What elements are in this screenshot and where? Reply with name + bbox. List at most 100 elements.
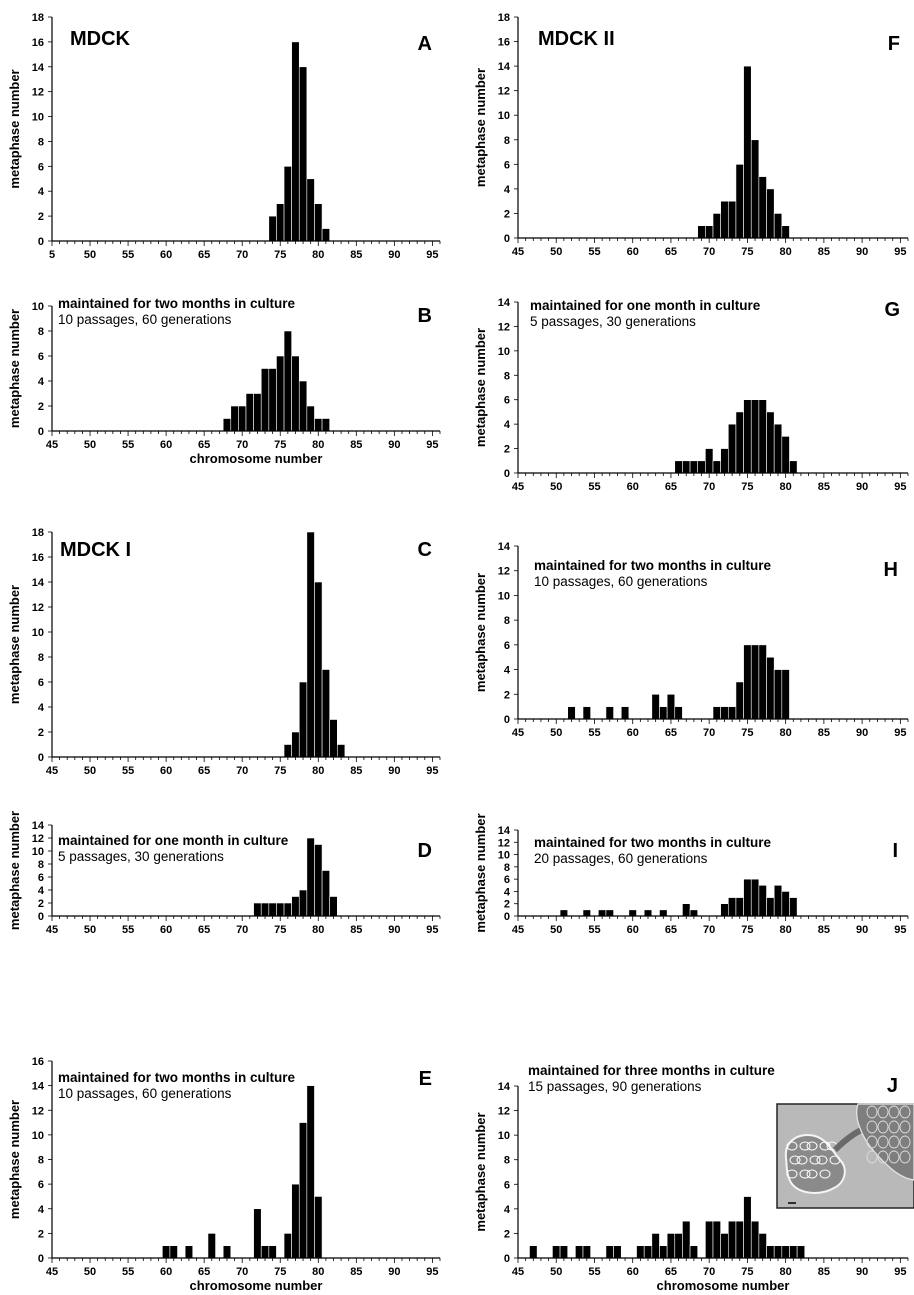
y-tick-label: 0 — [504, 714, 510, 726]
x-tick-label: 70 — [703, 246, 715, 258]
x-tick-label: 75 — [741, 246, 753, 258]
chart-panel-c: 45 50 55 60 65 70 75 80 85 90 95 0 2 4 6 8 10 12 14 16 18 met… — [7, 527, 441, 777]
y-tick-label: 2 — [38, 401, 44, 413]
x-tick-label: 55 — [588, 246, 600, 258]
bar-a-74 — [268, 215, 277, 242]
bar-j-79 — [773, 1245, 783, 1259]
x-tick-label: 90 — [388, 249, 400, 261]
bar-j-82 — [796, 1245, 806, 1259]
cell-outline — [877, 1105, 889, 1119]
x-tick-label: 45 — [46, 439, 58, 451]
bar-f-74 — [735, 164, 744, 239]
bar-i-80 — [781, 891, 790, 917]
panel-letter: J — [887, 1075, 898, 1097]
bar-g-72 — [720, 448, 729, 474]
x-tick-label: 75 — [741, 481, 753, 493]
x-tick-label: 70 — [236, 1266, 248, 1278]
bar-j-71 — [712, 1220, 721, 1259]
y-tick-label: 0 — [38, 911, 44, 923]
bar-b-74 — [268, 368, 277, 432]
bar-j-64 — [659, 1245, 668, 1259]
cell-outline — [877, 1150, 889, 1164]
x-tick-label: 45 — [512, 1266, 524, 1278]
x-tick-label: 65 — [198, 249, 210, 261]
x-tick-label: 75 — [274, 924, 286, 936]
bar-j-76 — [750, 1220, 760, 1259]
bar-e-63 — [184, 1245, 194, 1259]
bar-h-57 — [605, 706, 614, 720]
x-tick-label: 80 — [780, 246, 792, 258]
bar-i-77 — [758, 884, 767, 917]
bar-f-75 — [743, 65, 752, 239]
x-tick-label: 45 — [512, 924, 524, 936]
y-tick-label: 10 — [32, 1130, 44, 1142]
bar-g-78 — [766, 411, 775, 474]
bar-h-71 — [712, 706, 721, 720]
x-tick-label: 60 — [160, 924, 172, 936]
bar-j-68 — [689, 1245, 699, 1259]
x-tick-label: 75 — [741, 727, 753, 739]
x-tick-label: 55 — [122, 1266, 134, 1278]
y-tick-label: 14 — [32, 577, 45, 589]
x-tick-label: 55 — [588, 924, 600, 936]
x-tick-label: 50 — [550, 246, 562, 258]
bar-i-51 — [559, 909, 569, 917]
bar-i-78 — [766, 897, 775, 917]
bar-e-60 — [162, 1245, 171, 1259]
culture-duration-label: maintained for two months in culture — [534, 835, 772, 850]
cell-outline — [806, 1169, 818, 1179]
passages-generations-label: 20 passages, 60 generations — [534, 851, 708, 866]
bar-b-78 — [298, 380, 308, 432]
bar-i-81 — [789, 897, 798, 917]
y-tick-label: 6 — [504, 874, 510, 886]
bar-i-60 — [628, 909, 637, 917]
culture-duration-label: maintained for three months in culture — [528, 1063, 775, 1078]
x-tick-label: 45 — [512, 246, 524, 258]
x-tick-label: 85 — [350, 439, 362, 451]
bar-h-65 — [666, 693, 676, 720]
x-tick-label: 55 — [122, 249, 134, 261]
bar-j-72 — [720, 1233, 729, 1259]
passages-generations-label: 10 passages, 60 generations — [534, 574, 708, 589]
y-tick-label: 4 — [38, 885, 45, 897]
bar-e-66 — [207, 1233, 216, 1259]
chart-panel-f: 45 50 55 60 65 70 75 80 85 90 95 0 2 4 6 8 10 12 14 16 18 met… — [473, 12, 909, 258]
y-tick-label: 8 — [504, 615, 510, 627]
x-tick-label: 90 — [856, 727, 868, 739]
x-tick-label: 45 — [512, 727, 524, 739]
bar-j-58 — [613, 1245, 622, 1259]
bar-j-75 — [743, 1196, 752, 1259]
y-tick-label: 2 — [504, 444, 510, 456]
x-tick-label: 80 — [780, 924, 792, 936]
y-tick-label: 10 — [32, 846, 44, 858]
y-tick-label: 6 — [38, 351, 44, 363]
bar-c-79 — [306, 531, 315, 758]
x-tick-label: 95 — [894, 481, 906, 493]
y-tick-label: 0 — [38, 752, 44, 764]
y-tick-label: 2 — [38, 1228, 44, 1240]
panel-letter: C — [418, 539, 432, 561]
x-tick-label: 75 — [274, 249, 286, 261]
cell-outline — [786, 1141, 798, 1151]
y-tick-label: 2 — [38, 898, 44, 910]
bar-g-77 — [758, 399, 767, 474]
x-tick-label: 85 — [818, 1266, 830, 1278]
x-tick-label: 50 — [84, 249, 96, 261]
cell-line-label: MDCK II — [538, 28, 615, 50]
bar-e-77 — [291, 1183, 300, 1259]
chart-panel-b: 45 50 55 60 65 70 75 80 85 90 95 0 2 4 6 8 10 metaphase n… — [7, 296, 441, 466]
x-tick-label: 55 — [122, 765, 134, 777]
y-tick-label: 8 — [504, 862, 510, 874]
bar-i-54 — [582, 909, 591, 917]
bar-b-80 — [314, 418, 323, 432]
panel-letter: A — [418, 33, 432, 55]
bar-f-69 — [697, 225, 706, 239]
cell-outline — [888, 1120, 900, 1134]
x-tick-label: 50 — [84, 439, 96, 451]
cell-outline — [888, 1105, 900, 1119]
bar-b-71 — [245, 393, 254, 432]
y-axis-label: metaphase number — [7, 585, 22, 704]
bar-i-73 — [727, 897, 737, 917]
x-tick-label: 50 — [84, 924, 96, 936]
cell-outline — [866, 1120, 878, 1134]
